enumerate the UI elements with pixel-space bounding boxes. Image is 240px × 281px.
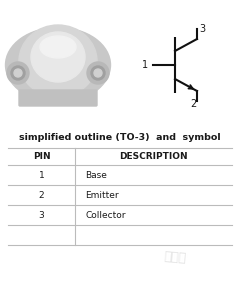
Text: 1: 1 (39, 171, 44, 180)
Circle shape (87, 62, 109, 84)
Circle shape (14, 69, 22, 77)
Circle shape (91, 66, 105, 80)
Text: 1: 1 (142, 60, 148, 70)
Ellipse shape (40, 36, 76, 58)
Text: PIN: PIN (33, 152, 50, 161)
Ellipse shape (19, 25, 97, 97)
Text: 3: 3 (199, 24, 205, 34)
Text: 水良体: 水良体 (163, 251, 187, 266)
Text: simplified outline (TO-3)  and  symbol: simplified outline (TO-3) and symbol (19, 133, 221, 142)
Text: 3: 3 (39, 210, 44, 219)
Text: DESCRIPTION: DESCRIPTION (119, 152, 188, 161)
Ellipse shape (31, 32, 85, 82)
Text: Collector: Collector (85, 210, 126, 219)
Text: 2: 2 (190, 99, 196, 109)
Text: 2: 2 (39, 191, 44, 200)
Ellipse shape (6, 28, 110, 103)
Circle shape (11, 66, 25, 80)
Text: Emitter: Emitter (85, 191, 119, 200)
FancyBboxPatch shape (19, 90, 97, 106)
Circle shape (94, 69, 102, 77)
Circle shape (7, 62, 29, 84)
Text: Base: Base (85, 171, 107, 180)
